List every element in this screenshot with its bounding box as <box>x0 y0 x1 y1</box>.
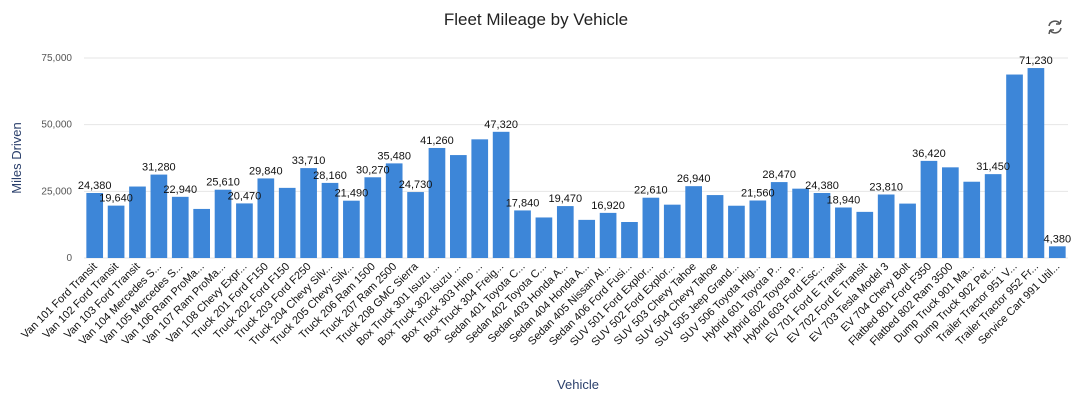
data-label: 25,610 <box>206 177 240 189</box>
bar[interactable] <box>107 205 125 258</box>
bar[interactable] <box>942 167 959 258</box>
data-label: 20,470 <box>228 190 262 202</box>
data-label: 28,470 <box>762 169 796 181</box>
bar[interactable] <box>899 203 916 258</box>
data-label: 17,840 <box>506 197 540 209</box>
data-label: 19,640 <box>99 193 133 205</box>
bar[interactable] <box>835 207 852 258</box>
bar[interactable] <box>1048 246 1066 258</box>
bar[interactable] <box>792 188 809 258</box>
bar[interactable] <box>621 222 638 258</box>
bar[interactable] <box>343 200 360 258</box>
bar[interactable] <box>514 210 531 258</box>
bar[interactable] <box>300 168 317 258</box>
y-tick-label: 50,000 <box>41 120 72 131</box>
data-label: 4,380 <box>1044 233 1072 245</box>
y-axis-label: Miles Driven <box>9 122 24 194</box>
bar[interactable] <box>150 174 168 258</box>
y-tick-label: 25,000 <box>41 186 72 197</box>
bar[interactable] <box>1027 68 1045 258</box>
bar[interactable] <box>364 177 382 258</box>
bar[interactable] <box>813 192 831 258</box>
bar[interactable] <box>1006 74 1023 259</box>
data-label: 41,260 <box>420 135 454 147</box>
bar[interactable] <box>728 205 745 258</box>
bar[interactable] <box>642 197 660 258</box>
bar[interactable] <box>321 182 339 258</box>
bar[interactable] <box>492 131 510 258</box>
data-label: 24,380 <box>805 180 839 192</box>
data-label: 24,730 <box>399 179 433 191</box>
data-label: 22,940 <box>163 184 197 196</box>
bar[interactable] <box>471 139 489 258</box>
bar[interactable] <box>428 147 446 258</box>
data-label: 71,230 <box>1019 55 1053 67</box>
bar[interactable] <box>171 196 189 258</box>
bar[interactable] <box>214 189 232 258</box>
data-label: 19,470 <box>548 193 582 205</box>
bar[interactable] <box>86 192 104 258</box>
bar[interactable] <box>706 195 724 258</box>
bar[interactable] <box>749 200 767 258</box>
bar[interactable] <box>535 217 553 258</box>
data-label: 28,160 <box>313 170 347 182</box>
data-label: 47,320 <box>484 119 518 131</box>
data-label: 31,280 <box>142 162 176 174</box>
bar[interactable] <box>599 212 617 258</box>
bar[interactable] <box>385 163 403 258</box>
data-label: 35,480 <box>377 150 411 162</box>
bar[interactable] <box>663 204 681 258</box>
bar[interactable] <box>770 182 788 258</box>
data-label: 30,270 <box>356 164 390 176</box>
data-label: 29,840 <box>249 165 283 177</box>
bar[interactable] <box>984 174 1002 258</box>
bar[interactable] <box>963 181 981 258</box>
bar[interactable] <box>856 211 874 258</box>
bar[interactable] <box>450 155 467 258</box>
y-tick-label: 0 <box>66 253 72 264</box>
refresh-icon[interactable] <box>1048 19 1062 35</box>
bar[interactable] <box>236 203 253 258</box>
bar[interactable] <box>407 192 424 258</box>
bar[interactable] <box>920 160 938 258</box>
data-label: 22,610 <box>634 185 668 197</box>
bar[interactable] <box>556 206 574 258</box>
bar[interactable] <box>578 219 596 258</box>
bar[interactable] <box>877 194 895 258</box>
data-label: 23,810 <box>869 182 903 194</box>
x-axis-label: Vehicle <box>557 377 599 392</box>
bar[interactable] <box>129 186 146 258</box>
y-tick-label: 75,000 <box>41 53 72 64</box>
bar[interactable] <box>685 186 702 258</box>
chart-title: Fleet Mileage by Vehicle <box>444 10 628 29</box>
data-label: 16,920 <box>591 200 625 212</box>
data-label: 31,450 <box>976 161 1010 173</box>
bar[interactable] <box>278 187 296 258</box>
data-label: 36,420 <box>912 148 946 160</box>
data-label: 21,490 <box>335 188 369 200</box>
bar[interactable] <box>193 208 210 258</box>
data-label: 26,940 <box>677 173 711 185</box>
data-label: 21,560 <box>741 188 775 200</box>
data-label: 33,710 <box>292 155 326 167</box>
data-label: 24,380 <box>78 180 112 192</box>
data-label: 18,940 <box>827 194 861 206</box>
bar[interactable] <box>257 178 275 258</box>
